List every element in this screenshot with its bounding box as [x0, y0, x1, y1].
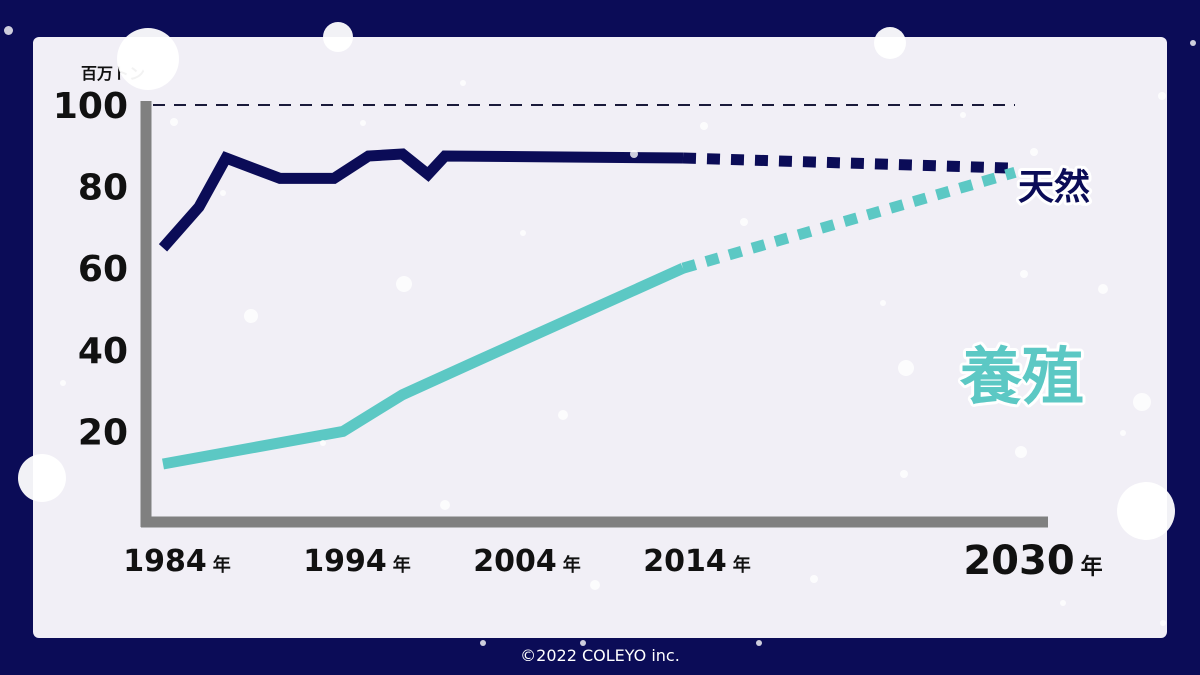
snowflake	[480, 640, 486, 646]
snowflake	[4, 26, 13, 35]
snowflake	[580, 640, 586, 646]
snowflake	[170, 118, 178, 126]
snowflake	[756, 640, 762, 646]
x-tick-label-1994: 1994 年	[303, 544, 411, 579]
snowflake	[520, 230, 526, 236]
snowflake	[810, 575, 818, 583]
series-1-projected-line	[681, 167, 1017, 274]
snowflake	[1030, 148, 1038, 156]
snowflake	[1133, 393, 1151, 411]
snowflake	[1098, 284, 1108, 294]
snowflake	[1190, 40, 1196, 46]
chart-panel: 百万トン 天然 養殖 100 80 60 40 20 1984 年 1994 年 2004 年 2014 年…	[33, 37, 1167, 638]
x-tick-label-2004: 2004 年	[473, 544, 581, 579]
snowflake	[1160, 620, 1166, 626]
snowflake	[396, 276, 412, 292]
snowflake	[320, 440, 326, 446]
snowflake	[1080, 200, 1086, 206]
y-tick-label-20: 20	[78, 412, 128, 453]
snowflake	[960, 112, 966, 118]
snowflake	[60, 380, 66, 386]
snowflake	[18, 454, 66, 502]
y-tick-label-60: 60	[78, 249, 128, 290]
series-0-actual-line	[158, 148, 684, 252]
snowflake	[244, 309, 258, 323]
snowflake	[1020, 270, 1028, 278]
snowflake	[558, 410, 568, 420]
snowflake	[1117, 482, 1175, 540]
snowflake	[898, 360, 914, 376]
snowflake	[360, 120, 366, 126]
snowflake	[900, 470, 908, 478]
snowflake	[1015, 446, 1027, 458]
copyright-text: ©2022 COLEYO inc.	[520, 646, 680, 665]
series-1-name-label: 養殖	[959, 340, 1084, 413]
snowflake	[323, 22, 353, 52]
snowflake	[630, 150, 638, 158]
y-tick-label-40: 40	[78, 331, 128, 372]
snowflake	[880, 300, 886, 306]
snowflake	[874, 27, 906, 59]
x-tick-label-2014: 2014 年	[643, 544, 751, 579]
snowflake	[1158, 92, 1166, 100]
x-tick-label-1984: 1984 年	[123, 544, 231, 579]
snowflake	[220, 190, 226, 196]
snowflake	[1120, 430, 1126, 436]
y-tick-label-80: 80	[78, 168, 128, 209]
snowflake	[590, 580, 600, 590]
snowflake	[740, 218, 748, 226]
x-tick-label-2030: 2030 年	[963, 538, 1102, 584]
series-1-actual-line	[162, 263, 686, 470]
snowflake	[1060, 600, 1066, 606]
snowflake	[460, 80, 466, 86]
snowflake	[117, 28, 179, 90]
snowflake	[440, 500, 450, 510]
series-0-projected-line	[682, 152, 1016, 174]
snowflake	[700, 122, 708, 130]
y-tick-label-100: 100	[53, 86, 128, 127]
